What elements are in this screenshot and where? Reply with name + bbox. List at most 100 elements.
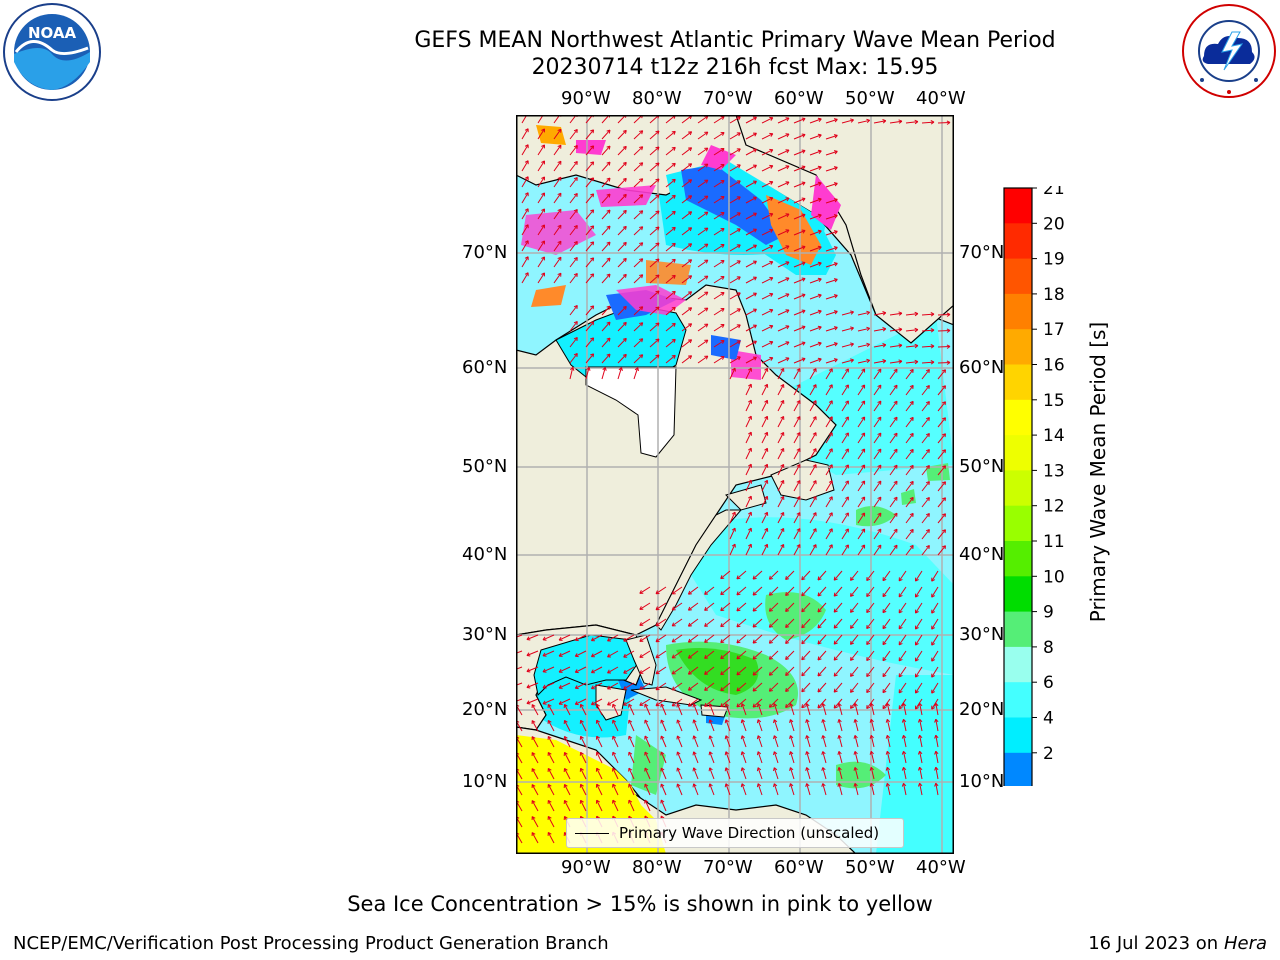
wave-arrow bbox=[825, 512, 833, 524]
wave-arrow-head bbox=[688, 307, 693, 312]
wave-arrow bbox=[575, 698, 587, 705]
wave-arrow bbox=[761, 165, 774, 172]
wave-arrow bbox=[564, 704, 571, 716]
wave-arrow bbox=[777, 400, 785, 412]
lat-label-left: 30°N bbox=[462, 624, 508, 645]
wave-arrow bbox=[704, 634, 715, 643]
wave-arrow bbox=[745, 479, 752, 492]
wave-arrow-head bbox=[688, 243, 693, 248]
wave-arrow-head bbox=[573, 225, 578, 229]
wave-arrow-head bbox=[720, 591, 725, 596]
wave-arrow bbox=[713, 228, 725, 236]
wave-arrow bbox=[655, 650, 667, 659]
wave-arrow-head bbox=[769, 324, 774, 329]
wave-arrow bbox=[789, 783, 795, 796]
wave-arrow-head bbox=[731, 543, 736, 548]
wave-arrow-head bbox=[655, 638, 660, 643]
wave-arrow-head bbox=[764, 383, 769, 388]
wave-arrow-head bbox=[692, 783, 697, 788]
wave-arrow-head bbox=[655, 226, 660, 231]
wave-arrow bbox=[850, 602, 859, 613]
wave-arrow bbox=[873, 400, 882, 412]
wave-arrow bbox=[757, 735, 763, 748]
wave-arrow bbox=[838, 703, 843, 716]
wave-arrow-head bbox=[655, 194, 660, 199]
wave-arrow bbox=[817, 602, 827, 613]
wave-arrow-head bbox=[898, 705, 903, 710]
wave-arrow-head bbox=[930, 328, 935, 333]
wave-arrow bbox=[809, 182, 822, 188]
wave-arrow bbox=[825, 342, 838, 348]
wave-arrow-head bbox=[720, 623, 725, 628]
wave-arrow bbox=[649, 274, 660, 284]
wave-arrow-head bbox=[671, 606, 676, 611]
map-legend: Primary Wave Direction (unscaled) bbox=[566, 818, 904, 848]
wave-arrow bbox=[777, 384, 785, 396]
wave-arrow-head bbox=[801, 277, 806, 282]
wave-arrow-head bbox=[563, 815, 568, 820]
wave-arrow-head bbox=[752, 324, 757, 329]
wave-arrow bbox=[745, 463, 752, 476]
wave-arrow bbox=[521, 224, 529, 236]
wave-arrow-head bbox=[833, 214, 838, 219]
wave-arrow bbox=[580, 736, 587, 748]
wave-arrow bbox=[757, 719, 763, 732]
wave-arrow bbox=[761, 480, 768, 492]
wave-arrow bbox=[793, 310, 806, 316]
wave-arrow bbox=[713, 148, 725, 156]
wave-arrow-head bbox=[837, 703, 842, 707]
wave-arrow bbox=[713, 308, 725, 316]
wave-arrow bbox=[769, 602, 779, 612]
wave-arrow bbox=[617, 162, 627, 172]
wave-arrow bbox=[665, 179, 676, 188]
land-north-america bbox=[516, 175, 837, 636]
wave-arrow bbox=[769, 650, 779, 660]
wave-arrow bbox=[745, 196, 757, 204]
wave-arrow bbox=[639, 634, 651, 642]
wave-arrow-head bbox=[590, 701, 595, 706]
wave-arrow-head bbox=[882, 641, 887, 646]
wave-arrow-head bbox=[861, 464, 866, 469]
wave-arrow-head bbox=[687, 686, 692, 691]
wave-arrow-head bbox=[655, 290, 660, 295]
wave-arrow-head bbox=[655, 702, 660, 707]
wave-arrow-head bbox=[671, 354, 676, 359]
wave-arrow bbox=[681, 179, 692, 188]
wave-arrow bbox=[825, 118, 838, 124]
wave-arrow-head bbox=[893, 528, 898, 533]
wave-arrow-head bbox=[557, 160, 562, 165]
lat-label-left: 70°N bbox=[462, 242, 508, 263]
wave-arrow-head bbox=[833, 230, 838, 235]
wave-arrow-head bbox=[606, 241, 611, 246]
wave-arrow-head bbox=[930, 360, 935, 365]
wave-arrow-head bbox=[542, 636, 547, 641]
wave-arrow-head bbox=[740, 751, 746, 756]
wave-arrow bbox=[752, 698, 763, 708]
wave-arrow-head bbox=[869, 702, 874, 707]
wave-arrow-head bbox=[898, 609, 903, 614]
wave-arrow bbox=[777, 261, 790, 268]
wave-arrow bbox=[903, 751, 907, 764]
wave-arrow-head bbox=[573, 305, 578, 309]
wave-arrow-head bbox=[934, 766, 939, 771]
wave-arrow bbox=[921, 417, 930, 428]
wave-arrow-head bbox=[720, 324, 725, 328]
wave-arrow-head bbox=[866, 609, 871, 613]
wave-arrow bbox=[822, 767, 827, 780]
wave-arrow bbox=[889, 360, 902, 364]
wave-arrow-head bbox=[748, 463, 752, 468]
wave-arrow-head bbox=[915, 593, 919, 598]
wave-arrow-head bbox=[748, 367, 752, 372]
wave-arrow-head bbox=[785, 149, 790, 154]
wave-arrow-head bbox=[817, 688, 822, 693]
wave-arrow-head bbox=[882, 327, 887, 332]
colorbar-tick-label: 8 bbox=[1043, 638, 1054, 658]
wave-arrow bbox=[704, 650, 715, 659]
wave-arrow-head bbox=[866, 625, 871, 629]
wave-arrow bbox=[915, 682, 923, 694]
wave-arrow-head bbox=[942, 417, 946, 422]
wave-arrow-head bbox=[769, 356, 774, 361]
wave-arrow-head bbox=[720, 639, 725, 644]
wave-arrow bbox=[793, 480, 801, 492]
lat-label-right: 70°N bbox=[959, 242, 1005, 263]
